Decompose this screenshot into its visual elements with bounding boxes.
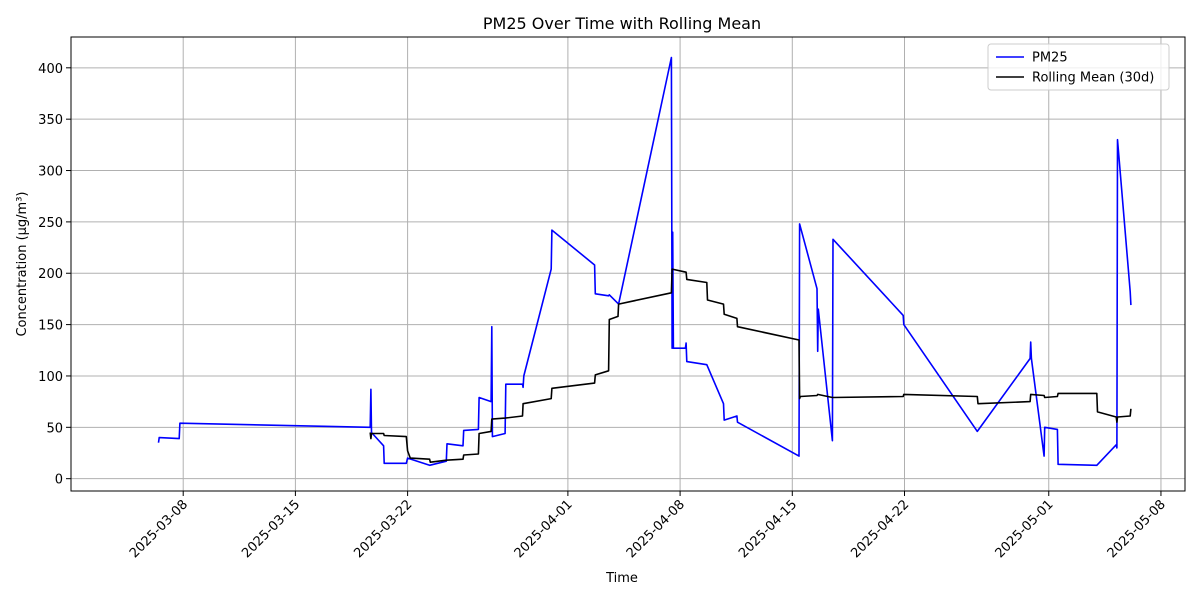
plot-frame xyxy=(70,36,1186,492)
chart-title: PM25 Over Time with Rolling Mean xyxy=(483,14,761,33)
grid xyxy=(71,37,1185,491)
y-tick-label: 0 xyxy=(55,473,63,488)
x-axis-label: Time xyxy=(605,571,638,586)
y-axis-ticks: 0 50 100 150 200 250 300 350 400 xyxy=(38,62,71,488)
legend-label: PM25 xyxy=(1032,51,1068,66)
y-tick-label: 200 xyxy=(38,267,63,282)
legend-box xyxy=(987,43,1170,91)
y-tick-label: 150 xyxy=(38,319,63,334)
y-tick-label: 300 xyxy=(38,165,63,180)
y-tick-label: 100 xyxy=(38,370,63,385)
series-line-pm25 xyxy=(157,56,1132,467)
y-axis-label: Concentration (µg/m³) xyxy=(15,191,30,336)
y-tick-label: 400 xyxy=(38,62,63,77)
legend: PM25 Rolling Mean (30d) xyxy=(987,43,1170,91)
y-tick-label: 50 xyxy=(46,421,63,436)
legend-label: Rolling Mean (30d) xyxy=(1032,71,1154,86)
series-layer xyxy=(157,56,1132,467)
y-tick-label: 350 xyxy=(38,113,63,128)
series-line-rolling-mean xyxy=(369,268,1132,463)
y-tick-label: 250 xyxy=(38,216,63,231)
